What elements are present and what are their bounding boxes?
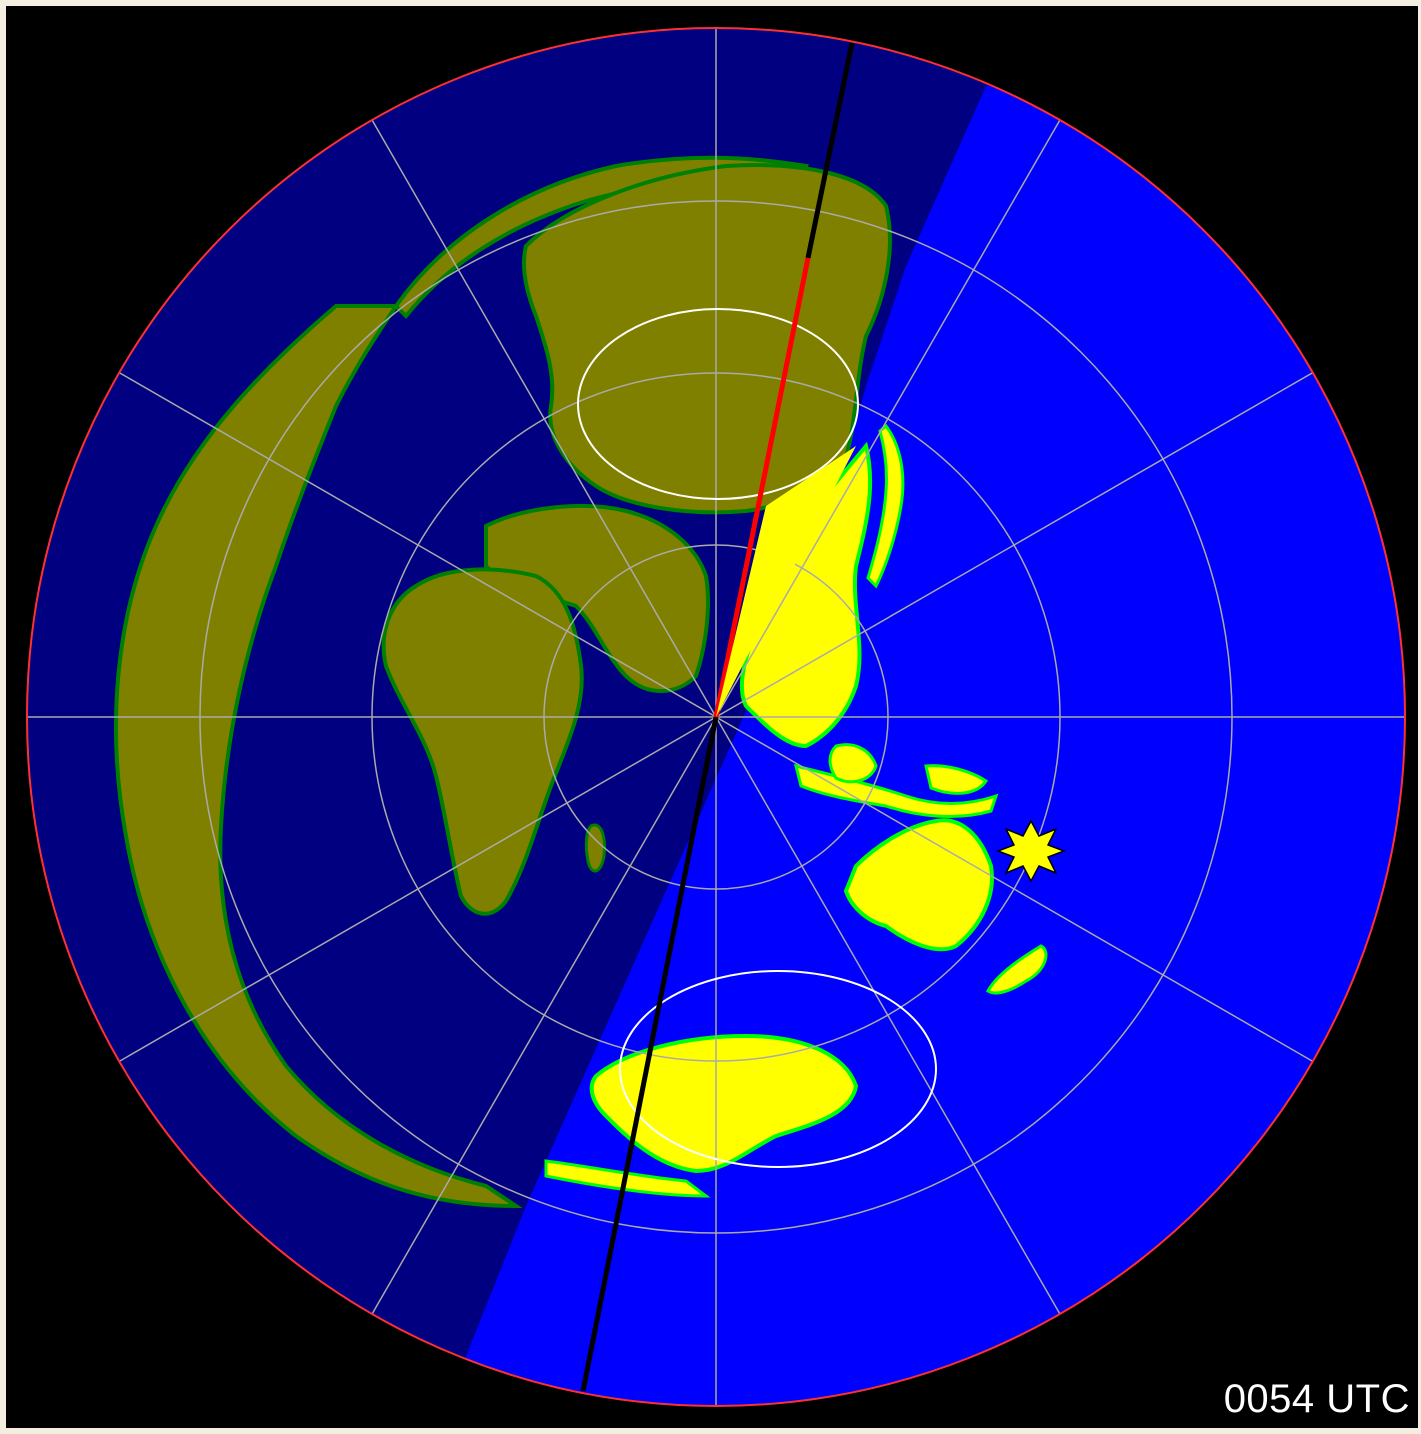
land-indonesia [793, 763, 999, 818]
sunlit-wedge [716, 446, 856, 717]
long-path-line-south [580, 716, 719, 1392]
land-outer-west [114, 304, 523, 1209]
land-new-zealand [986, 944, 1048, 995]
land-europe [484, 504, 710, 693]
utc-time-label: 0054 UTC [1223, 1377, 1410, 1421]
land-borneo [828, 743, 878, 784]
land-antarctica [589, 1033, 859, 1174]
azimuthal-map-window: 0054 UTC [6, 6, 1418, 1428]
long-path-line [805, 42, 855, 259]
land-japan [866, 423, 905, 589]
short-path-line [713, 257, 811, 718]
land-new-guinea [924, 764, 989, 795]
land-africa [381, 567, 584, 916]
azimuthal-map [26, 27, 1406, 1407]
auroral-oval-south [619, 970, 937, 1168]
horizon-ring [26, 27, 1406, 1407]
land-madagascar [584, 823, 606, 873]
land-australia [843, 818, 994, 952]
star-icon [995, 819, 1067, 883]
auroral-oval-north [577, 308, 859, 500]
